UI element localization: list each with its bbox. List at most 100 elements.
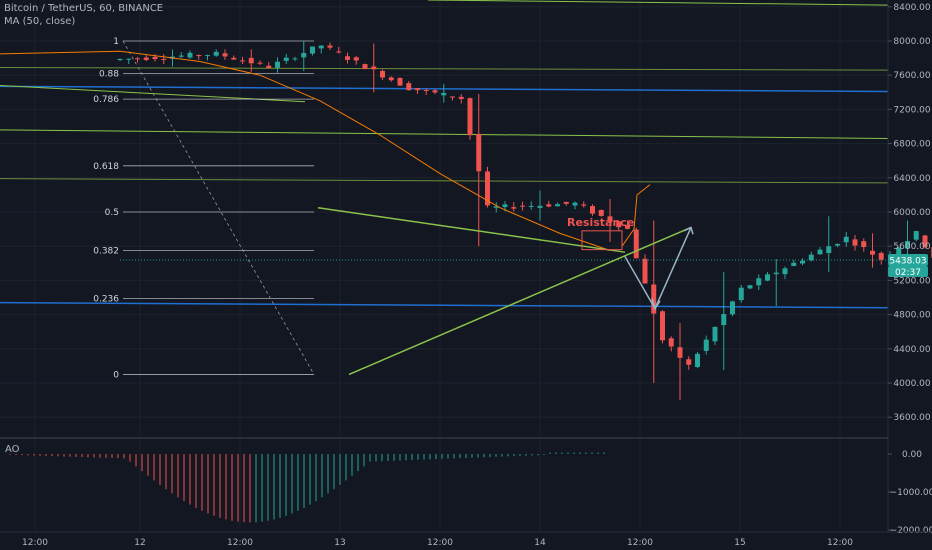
ao-histogram — [9, 452, 605, 523]
candle-body — [765, 274, 770, 281]
fib-level-label: 0.382 — [93, 246, 119, 256]
time-tick-label: 12:00 — [427, 538, 453, 548]
fib-level-label: 0.5 — [105, 208, 119, 218]
candle-body — [310, 46, 315, 54]
candle-body — [633, 229, 639, 259]
candle-body — [441, 92, 447, 96]
candle-body — [616, 221, 622, 228]
candle-body — [703, 339, 709, 351]
candle-body — [668, 338, 674, 347]
candle-body — [870, 250, 875, 255]
candle-body — [686, 359, 692, 365]
candle-body — [292, 58, 298, 60]
price-tick-label: 4800.00 — [893, 311, 930, 321]
candle-body — [213, 51, 219, 56]
green-level-line — [0, 67, 889, 71]
countdown-value: 02:37 — [895, 268, 921, 278]
fib-level-label: 0.618 — [93, 162, 119, 172]
trend-drawings[interactable] — [317, 184, 694, 376]
candle-body — [353, 57, 359, 61]
price-axis[interactable]: 3600.00 4000.00 4400.00 4800.00 5200.00 5600.… — [887, 0, 932, 536]
candle-body — [791, 262, 797, 266]
descending-trendline — [317, 206, 626, 253]
candle-body — [476, 133, 482, 172]
candle-body — [257, 62, 263, 64]
candle-body — [222, 53, 228, 57]
ma-50-line — [0, 50, 611, 251]
candle-body — [852, 239, 858, 246]
fib-level-label: 0.236 — [93, 294, 119, 304]
candle-body — [205, 55, 210, 57]
candle-body — [572, 202, 578, 206]
candle-body — [178, 55, 184, 57]
candle-body — [896, 247, 902, 256]
candle-body — [913, 231, 919, 240]
candle-body — [677, 347, 683, 358]
candle-body — [467, 98, 473, 136]
candle-body — [826, 246, 832, 254]
candle-body — [905, 241, 910, 249]
green-level-line — [0, 178, 889, 184]
candle-body — [878, 253, 884, 260]
time-tick-label: 12:00 — [827, 538, 853, 548]
candle-body — [598, 209, 604, 216]
candle-body — [712, 326, 718, 342]
price-tick-label: 6400.00 — [893, 174, 930, 184]
fib-level-label: 0.88 — [99, 69, 119, 79]
candle-body — [642, 258, 648, 284]
candle-body — [450, 96, 455, 98]
candle-body — [327, 45, 333, 48]
candle-body — [861, 241, 867, 248]
time-axis[interactable]: 12:00 12 12:00 13 12:00 14 12:00 15 12:00 — [0, 531, 932, 548]
candle-body — [485, 171, 490, 206]
price-tick-label: 4400.00 — [893, 345, 930, 355]
price-tick-label: 3600.00 — [893, 413, 930, 423]
candle-body — [187, 52, 193, 58]
resistance-box — [581, 230, 623, 251]
price-tick-label: 7600.00 — [893, 71, 930, 81]
horizontal-levels — [0, 0, 889, 309]
candle-body — [511, 207, 517, 209]
candle-body — [756, 278, 762, 286]
candle-body — [660, 311, 665, 341]
fibonacci-retracement[interactable]: 1 0.88 0.786 0.618 0.5 0.382 0.236 0 — [93, 37, 315, 380]
time-tick-label: 12:00 — [627, 538, 653, 548]
candle-body — [301, 52, 307, 58]
time-tick-label: 13 — [334, 538, 345, 548]
time-tick-label: 12:00 — [227, 538, 253, 548]
candle-body — [458, 96, 464, 99]
candle-body — [625, 225, 630, 229]
candle-body — [502, 204, 508, 208]
candle-body — [117, 58, 123, 60]
candle-body — [423, 89, 429, 91]
price-tick-label: 5200.00 — [893, 276, 930, 286]
projection-arrowhead — [651, 298, 661, 311]
ma-legend: MA (50, close) — [4, 16, 76, 27]
candle-body — [161, 58, 167, 60]
fib-level-label: 0 — [113, 370, 119, 380]
last-price-badge: 5438.03 02:37 — [888, 254, 928, 278]
candle-body — [336, 51, 342, 53]
candle-body — [808, 254, 814, 261]
green-level-line — [427, 0, 889, 6]
ma-projection-curve — [621, 184, 651, 247]
candle-body — [345, 56, 350, 60]
candle-body — [143, 57, 149, 60]
time-tick-label: 14 — [534, 538, 546, 548]
projection-arrowhead — [683, 226, 694, 235]
fib-level-label: 1 — [113, 37, 119, 47]
chart-title: Bitcoin / TetherUS, 60, BINANCE — [4, 3, 164, 14]
candle-body — [730, 301, 735, 315]
candle-body — [651, 284, 657, 314]
candle-body — [590, 206, 595, 214]
candle-body — [528, 205, 534, 207]
candle-body — [283, 57, 289, 61]
candle-body — [275, 61, 280, 68]
blue-level-line — [0, 301, 889, 309]
candle-body — [415, 88, 420, 91]
candle-body — [581, 204, 587, 206]
last-price-value: 5438.03 — [889, 257, 926, 267]
candle-body — [371, 66, 377, 70]
candle-body — [607, 216, 613, 222]
